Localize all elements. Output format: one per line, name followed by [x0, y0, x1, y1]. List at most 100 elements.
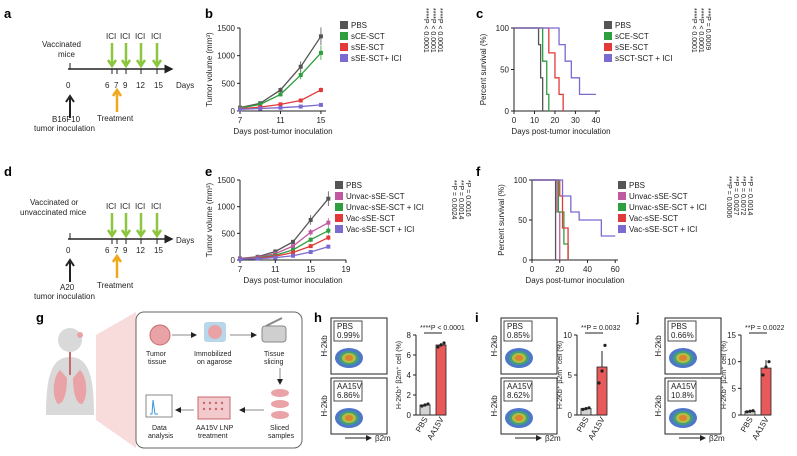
g-step-4a: Sliced [270, 425, 289, 432]
g-step-2b: on agarose [197, 359, 232, 366]
legend-swatch [604, 32, 612, 40]
ici-label: ICI [106, 32, 116, 41]
bar-point [581, 407, 585, 411]
legend-label: sSE-SCT [351, 43, 384, 52]
x-tick-label: 40 [591, 116, 600, 125]
data-point [326, 220, 331, 225]
panel-b: b 0 500 1000 1500 7 11 15 Days post-tumor inocu… [205, 6, 443, 136]
sliced-samples-icon [271, 389, 289, 419]
d-top-text-1: Vaccinated or [30, 198, 79, 207]
y-tick-label: 100 [514, 176, 528, 185]
g-step-5b: treatment [198, 433, 228, 440]
panel-label-a: a [4, 6, 12, 21]
y-tick-label: 1000 [217, 203, 235, 212]
y-tick-label: 500 [222, 229, 236, 238]
bar-point [600, 369, 604, 373]
g-step-6b: analysis [148, 433, 174, 440]
data-point [273, 249, 278, 254]
legend-label: Unvac-sSE-SCT + ICI [629, 203, 707, 212]
x-tick-label: 40 [583, 265, 592, 274]
flow-gate [503, 380, 533, 402]
legend-label: PBS [346, 181, 362, 190]
legend-swatch [618, 225, 626, 233]
legend-label: Vac-sSE-SCT + ICI [629, 225, 697, 234]
tumor-tissue-icon [149, 324, 171, 346]
bar-category-label: AA15V [586, 415, 607, 442]
bar-y-tick-label: 2 [407, 391, 412, 400]
legend-swatch [618, 192, 626, 200]
a-tick-label-9: 9 [123, 81, 128, 90]
y-tick-label: 100 [496, 24, 510, 33]
ici-label: ICI [151, 202, 161, 211]
data-point [308, 218, 313, 222]
bar-y-tick-label: 0 [568, 411, 573, 420]
d-days: Days [176, 236, 194, 245]
a-tick-label-7: 7 [114, 81, 119, 90]
g-step-5a: AA15V LNP [196, 425, 234, 432]
bar-category-label: PBS [575, 416, 591, 434]
x-tick-label: 15 [316, 116, 325, 125]
bar-point [420, 404, 424, 408]
flow-density [345, 355, 353, 361]
bar-y-label: H-2Kb⁺ β2m⁺ cell (%) [720, 341, 728, 409]
y-axis-label: Percent survival (%) [479, 33, 488, 105]
data-point [273, 255, 278, 260]
gate-label: AA15V [507, 382, 533, 391]
d-tick-label-15: 15 [154, 246, 163, 255]
bar-y-tick-label: 10 [563, 331, 572, 340]
stat-annotation: **P = 0.0014 [457, 180, 464, 219]
flow-gate [333, 320, 363, 342]
g-step-1b: tissue [148, 359, 166, 366]
data-point [291, 239, 295, 244]
y-tick-label: 50 [518, 216, 527, 225]
workflow-box [135, 311, 303, 449]
bar-y-tick-label: 0 [732, 411, 737, 420]
y-axis-label: Tumor volume (mm³) [205, 32, 214, 107]
y-tick-label: 1000 [217, 52, 235, 61]
stat-annotation: ****P < 0.0001 [422, 8, 429, 53]
x-tick-label: 7 [238, 116, 243, 125]
legend-label: sSE-SCT [615, 43, 648, 52]
legend-label: Unvac-sSE-SCT [629, 192, 688, 201]
y-tick-label: 0 [231, 256, 236, 265]
x-tick-label: 20 [550, 116, 559, 125]
data-point [291, 244, 295, 249]
y-axis-label: Tumor volume (mm³) [205, 182, 214, 257]
g-step-2a: Immobilized [194, 351, 231, 358]
series-line [239, 52, 322, 109]
data-point [291, 253, 295, 258]
axis-lines [513, 28, 600, 112]
stat-annotation: **P = 0.0024 [450, 180, 457, 219]
flow-density [345, 415, 353, 421]
data-point [318, 50, 323, 55]
legend-label: sSCT-SCT + ICI [615, 54, 672, 63]
gate-percent: 0.85% [507, 331, 530, 340]
legend-label: Unvac-sSE-SCT + ICI [346, 203, 424, 212]
legend-label: sCE-SCT [351, 32, 385, 41]
g-step-4b: samples [268, 433, 295, 440]
ici-arrow [106, 213, 118, 239]
bar-point [597, 381, 601, 385]
g-step-6a: Data [152, 425, 167, 432]
legend-swatch [335, 181, 343, 189]
data-point [318, 34, 323, 39]
legend-swatch [335, 214, 343, 222]
flow-density [515, 355, 523, 361]
data-point [318, 87, 323, 92]
x-tick-label: 10 [530, 116, 539, 125]
stat-annotation: **P = 0.0027 [732, 176, 739, 215]
gate-label: AA15V [337, 382, 363, 391]
a-days: Days [176, 81, 194, 90]
legend-swatch [340, 32, 348, 40]
x-tick-label: 20 [555, 265, 564, 274]
gate-label: PBS [507, 322, 523, 331]
data-point [326, 244, 331, 249]
d-inoculation-arrow [65, 258, 75, 282]
y-tick-label: 1500 [217, 176, 235, 185]
data-point [298, 64, 303, 69]
bar-stat: ****P < 0.0001 [420, 325, 465, 332]
bar-y-label: H-2Kb⁺ β2m⁺ cell (%) [395, 341, 403, 409]
bar-point [426, 402, 430, 406]
